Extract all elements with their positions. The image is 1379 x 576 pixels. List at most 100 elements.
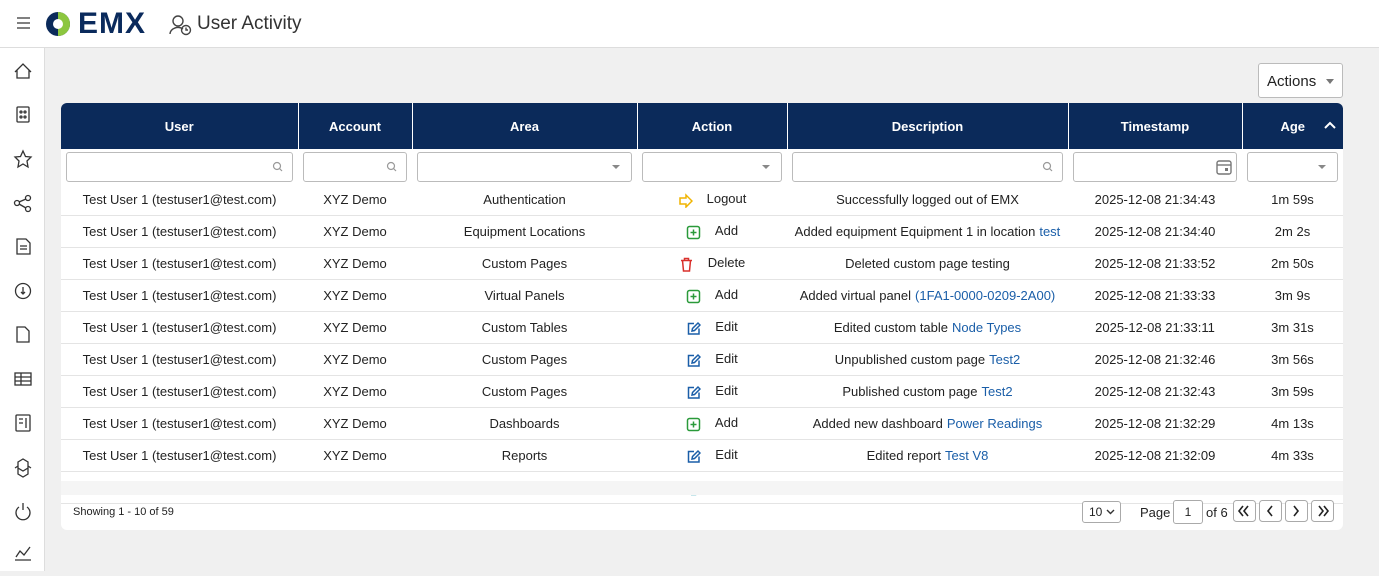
- nav-share[interactable]: [13, 194, 32, 213]
- user-cell: Test User 1 (testuser1@test.com): [61, 247, 298, 280]
- description-link[interactable]: Test2: [981, 384, 1013, 399]
- activity-row: Test User 1 (testuser1@test.com) XYZ Demo…: [61, 375, 1343, 408]
- filter-icon: [1318, 164, 1326, 169]
- action-text: Add: [714, 223, 739, 239]
- page-size: 10: [1089, 505, 1103, 519]
- nav-home[interactable]: [14, 63, 32, 79]
- logo: EMX: [78, 7, 147, 40]
- area-cell: Reports: [412, 439, 637, 472]
- account-cell: XYZ Demo: [298, 407, 412, 440]
- nav-pages[interactable]: [16, 326, 30, 343]
- filter-search[interactable]: [792, 151, 1063, 182]
- action-icon: [686, 289, 701, 303]
- column-header[interactable]: Age: [1242, 103, 1343, 149]
- user-cell: Test User 1 (testuser1@test.com): [61, 343, 298, 376]
- sidebar: [0, 48, 45, 571]
- nav-favorites[interactable]: [13, 149, 33, 169]
- top-bar: EMX User Activity: [0, 0, 1379, 48]
- column-header[interactable]: User: [61, 103, 299, 149]
- timestamp-cell: 2025-12-08 21:34:40: [1068, 215, 1242, 248]
- action-cell: Edit: [637, 343, 787, 376]
- filter-icon: [1042, 161, 1053, 171]
- description-cell: Published custom page Test2: [787, 375, 1068, 408]
- age-cell: 3m 59s: [1242, 375, 1343, 408]
- action-icon: [688, 385, 702, 399]
- table-body: Test User 1 (testuser1@test.com) XYZ Demo…: [61, 184, 1343, 504]
- action-icon: [686, 417, 701, 431]
- area-cell: Custom Tables: [412, 311, 637, 344]
- description-link[interactable]: Power Readings: [946, 416, 1043, 431]
- actions-dropdown[interactable]: Actions: [1258, 63, 1343, 98]
- description-cell: Deleted custom page testing: [787, 247, 1068, 280]
- filter-search[interactable]: [66, 151, 293, 182]
- filter-select[interactable]: [1247, 151, 1338, 182]
- nav-analytics[interactable]: [15, 546, 31, 561]
- user-cell: Test User 1 (testuser1@test.com): [61, 279, 298, 312]
- description-link[interactable]: test: [1039, 224, 1061, 239]
- age-cell: 3m 31s: [1242, 311, 1343, 344]
- description-text: Added new dashboard: [812, 416, 943, 431]
- page-size-select[interactable]: 10: [1082, 501, 1121, 523]
- description-text: Added equipment Equipment 1 in location: [794, 224, 1036, 239]
- timestamp-cell: 2025-12-08 21:32:46: [1068, 343, 1242, 376]
- menu-button[interactable]: [0, 0, 45, 48]
- activity-row: Test User 1 (testuser1@test.com) XYZ Demo…: [61, 279, 1343, 312]
- account-cell: XYZ Demo: [298, 247, 412, 280]
- column-header[interactable]: Account: [298, 103, 413, 149]
- area-cell: Dashboards: [412, 407, 637, 440]
- description-text: Unpublished custom page: [834, 352, 986, 367]
- nav-devices[interactable]: [16, 106, 30, 123]
- next-page[interactable]: [1285, 500, 1308, 522]
- action-cell: Add: [637, 215, 787, 248]
- filter-cell: [1242, 149, 1343, 184]
- user-activity-icon: [169, 15, 192, 36]
- page-title: User Activity: [197, 13, 302, 34]
- prev-page[interactable]: [1259, 500, 1282, 522]
- filter-cell: [1068, 149, 1242, 184]
- nav-info[interactable]: [14, 282, 32, 300]
- filter-date[interactable]: [1073, 151, 1237, 182]
- timestamp-cell: 2025-12-08 21:33:33: [1068, 279, 1242, 312]
- nav-power[interactable]: [15, 503, 31, 521]
- description-link[interactable]: Test V8: [945, 448, 989, 463]
- age-cell: 3m 9s: [1242, 279, 1343, 312]
- logo-mark: [46, 12, 70, 36]
- action-text: Edit: [715, 319, 738, 335]
- action-text: Edit: [715, 383, 738, 399]
- action-icon: [678, 192, 693, 208]
- description-text: Added virtual panel: [799, 288, 912, 303]
- description-link[interactable]: (1FA1-0000-0209-2A00): [915, 288, 1056, 303]
- timestamp-cell: 2025-12-08 21:32:43: [1068, 375, 1242, 408]
- column-title: User: [164, 118, 194, 134]
- filter-icon: [272, 161, 283, 171]
- area-cell: Virtual Panels: [412, 279, 637, 312]
- description-link[interactable]: Node Types: [952, 320, 1022, 335]
- column-header[interactable]: Area: [412, 103, 638, 149]
- nav-equipment[interactable]: [14, 458, 32, 478]
- nav-tables[interactable]: [14, 372, 32, 386]
- nav-docs[interactable]: [16, 238, 31, 255]
- action-icon: [688, 449, 702, 463]
- column-header[interactable]: Action: [637, 103, 788, 149]
- account-cell: XYZ Demo: [298, 375, 412, 408]
- nav-panels[interactable]: [15, 414, 31, 432]
- filter-cell: [637, 149, 787, 184]
- filter-select[interactable]: [642, 151, 782, 182]
- column-header[interactable]: Description: [787, 103, 1069, 149]
- filter-cell: [787, 149, 1068, 184]
- page-total: of 6: [1206, 505, 1228, 520]
- description-link[interactable]: Test2: [989, 352, 1021, 367]
- action-cell: Logout: [637, 184, 787, 216]
- column-title: Age: [1280, 118, 1306, 134]
- filter-icon: [386, 161, 397, 171]
- filter-select[interactable]: [417, 151, 632, 182]
- filter-cell: [412, 149, 637, 184]
- description-cell: Successfully logged out of EMX: [787, 184, 1068, 216]
- column-header[interactable]: Timestamp: [1068, 103, 1243, 149]
- page-input[interactable]: 1: [1173, 500, 1203, 524]
- account-cell: XYZ Demo: [298, 311, 412, 344]
- area-cell: Equipment Locations: [412, 215, 637, 248]
- filter-search[interactable]: [303, 151, 407, 182]
- timestamp-cell: 2025-12-08 21:32:29: [1068, 407, 1242, 440]
- user-cell: Test User 1 (testuser1@test.com): [61, 184, 298, 216]
